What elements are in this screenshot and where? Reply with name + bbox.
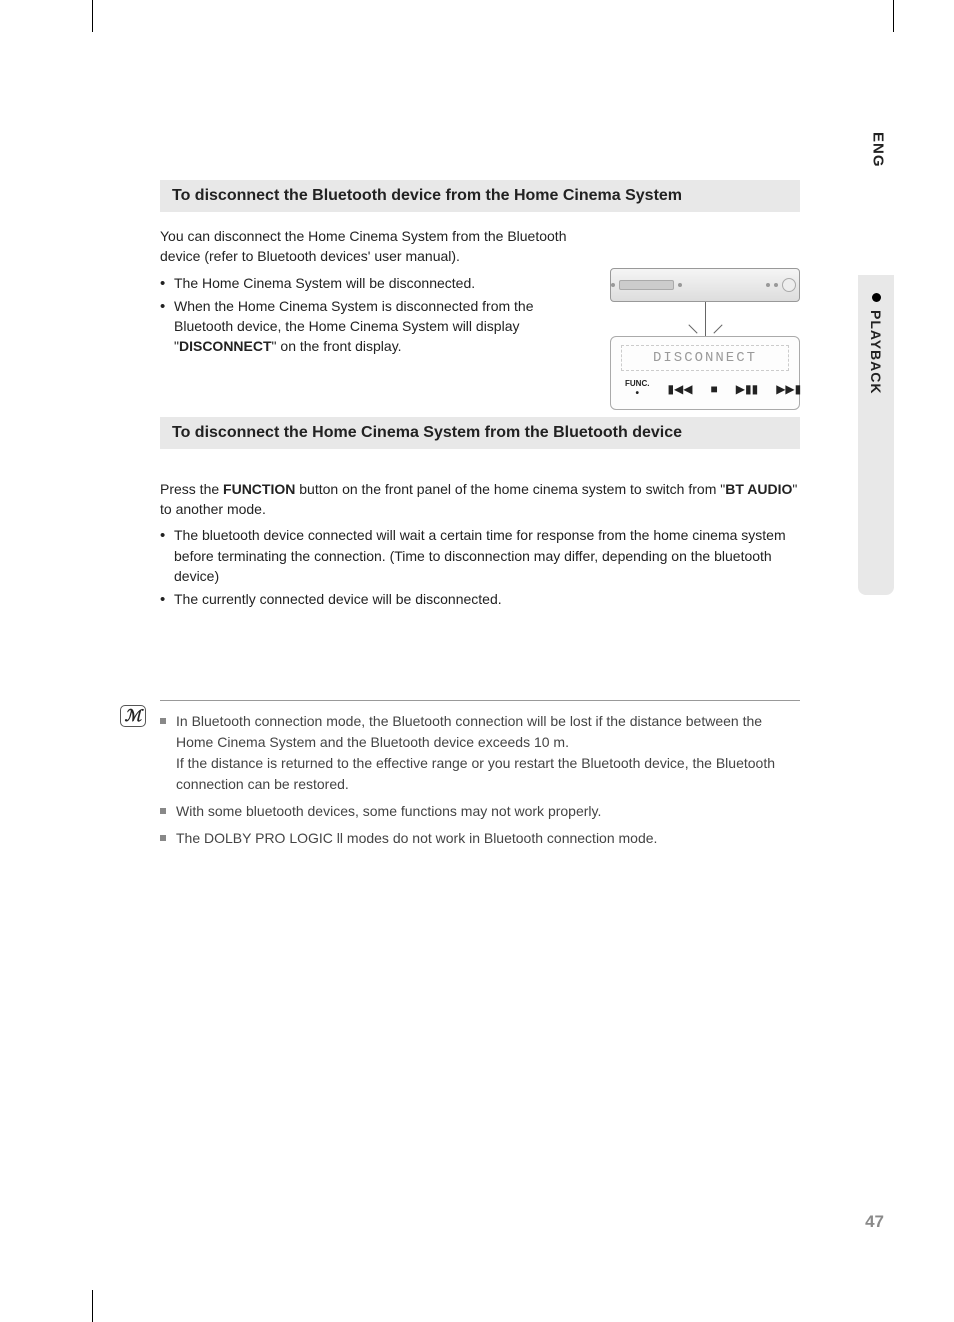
intro-text: Press the [160,481,223,497]
content-column: To disconnect the Bluetooth device from … [160,180,800,855]
bullet-item: The bluetooth device connected will wait… [160,525,800,586]
note-item: The DOLBY PRO LOGIC ll modes do not work… [160,828,800,849]
prev-track-icon: ▮◀◀ [667,382,692,396]
player-unit-graphic [610,268,800,302]
crop-mark [92,1290,93,1322]
section-tab-label: PLAYBACK [868,310,884,395]
note-icon: ℳ [120,705,146,727]
stop-icon: ■ [711,382,718,396]
display-readout: DISCONNECT [621,345,789,371]
decorative-dot [678,283,682,287]
section2-intro: Press the FUNCTION button on the front p… [160,479,800,520]
note-item: With some bluetooth devices, some functi… [160,801,800,822]
front-display-panel: DISCONNECT FUNC. ▮◀◀ ■ ▶▮▮ ▶▶▮ [610,336,800,410]
section-tab: PLAYBACK [858,275,894,595]
intro-bold: FUNCTION [223,481,295,497]
bullet-text-post: " on the front display. [272,338,402,354]
page-number: 47 [865,1212,884,1232]
leader-line [705,302,706,336]
bullet-item: The Home Cinema System will be disconnec… [160,273,580,293]
play-pause-icon: ▶▮▮ [736,382,758,396]
section2-heading: To disconnect the Home Cinema System fro… [160,417,800,449]
bullet-item: When the Home Cinema System is disconnec… [160,296,580,357]
display-controls-row: FUNC. ▮◀◀ ■ ▶▮▮ ▶▶▮ [621,379,789,399]
knob-graphic [782,278,796,292]
page: ENG PLAYBACK To disconnect the Bluetooth… [0,0,954,1322]
section1-intro: You can disconnect the Home Cinema Syste… [160,226,590,267]
decorative-dot [766,283,770,287]
section2: To disconnect the Home Cinema System fro… [160,417,800,610]
crop-mark [893,0,894,32]
notes-list: In Bluetooth connection mode, the Blueto… [160,711,800,849]
bullet-text-bold: DISCONNECT [179,338,272,354]
section1-bullets: The Home Cinema System will be disconnec… [160,273,580,357]
note-item: In Bluetooth connection mode, the Blueto… [160,711,800,795]
crop-mark [92,0,93,32]
section1-body: You can disconnect the Home Cinema Syste… [160,226,800,357]
intro-bold: BT AUDIO [725,481,792,497]
section2-bullets: The bluetooth device connected will wait… [160,525,800,609]
notes-block: ℳ In Bluetooth connection mode, the Blue… [160,700,800,849]
intro-text: button on the front panel of the home ci… [295,481,725,497]
section1-heading: To disconnect the Bluetooth device from … [160,180,800,212]
decorative-dot [774,283,778,287]
device-illustration: DISCONNECT FUNC. ▮◀◀ ■ ▶▮▮ ▶▶▮ [610,268,800,410]
note-line: In Bluetooth connection mode, the Blueto… [176,713,762,750]
note-line: If the distance is returned to the effec… [176,755,775,792]
language-tab: ENG [862,120,894,180]
func-label: FUNC. [625,379,649,399]
language-label: ENG [870,132,887,168]
decorative-dot [611,283,615,287]
next-track-icon: ▶▶▮ [776,382,801,396]
bullet-item: The currently connected device will be d… [160,589,800,609]
bullet-icon [872,293,881,302]
disc-slot-graphic [619,280,674,290]
